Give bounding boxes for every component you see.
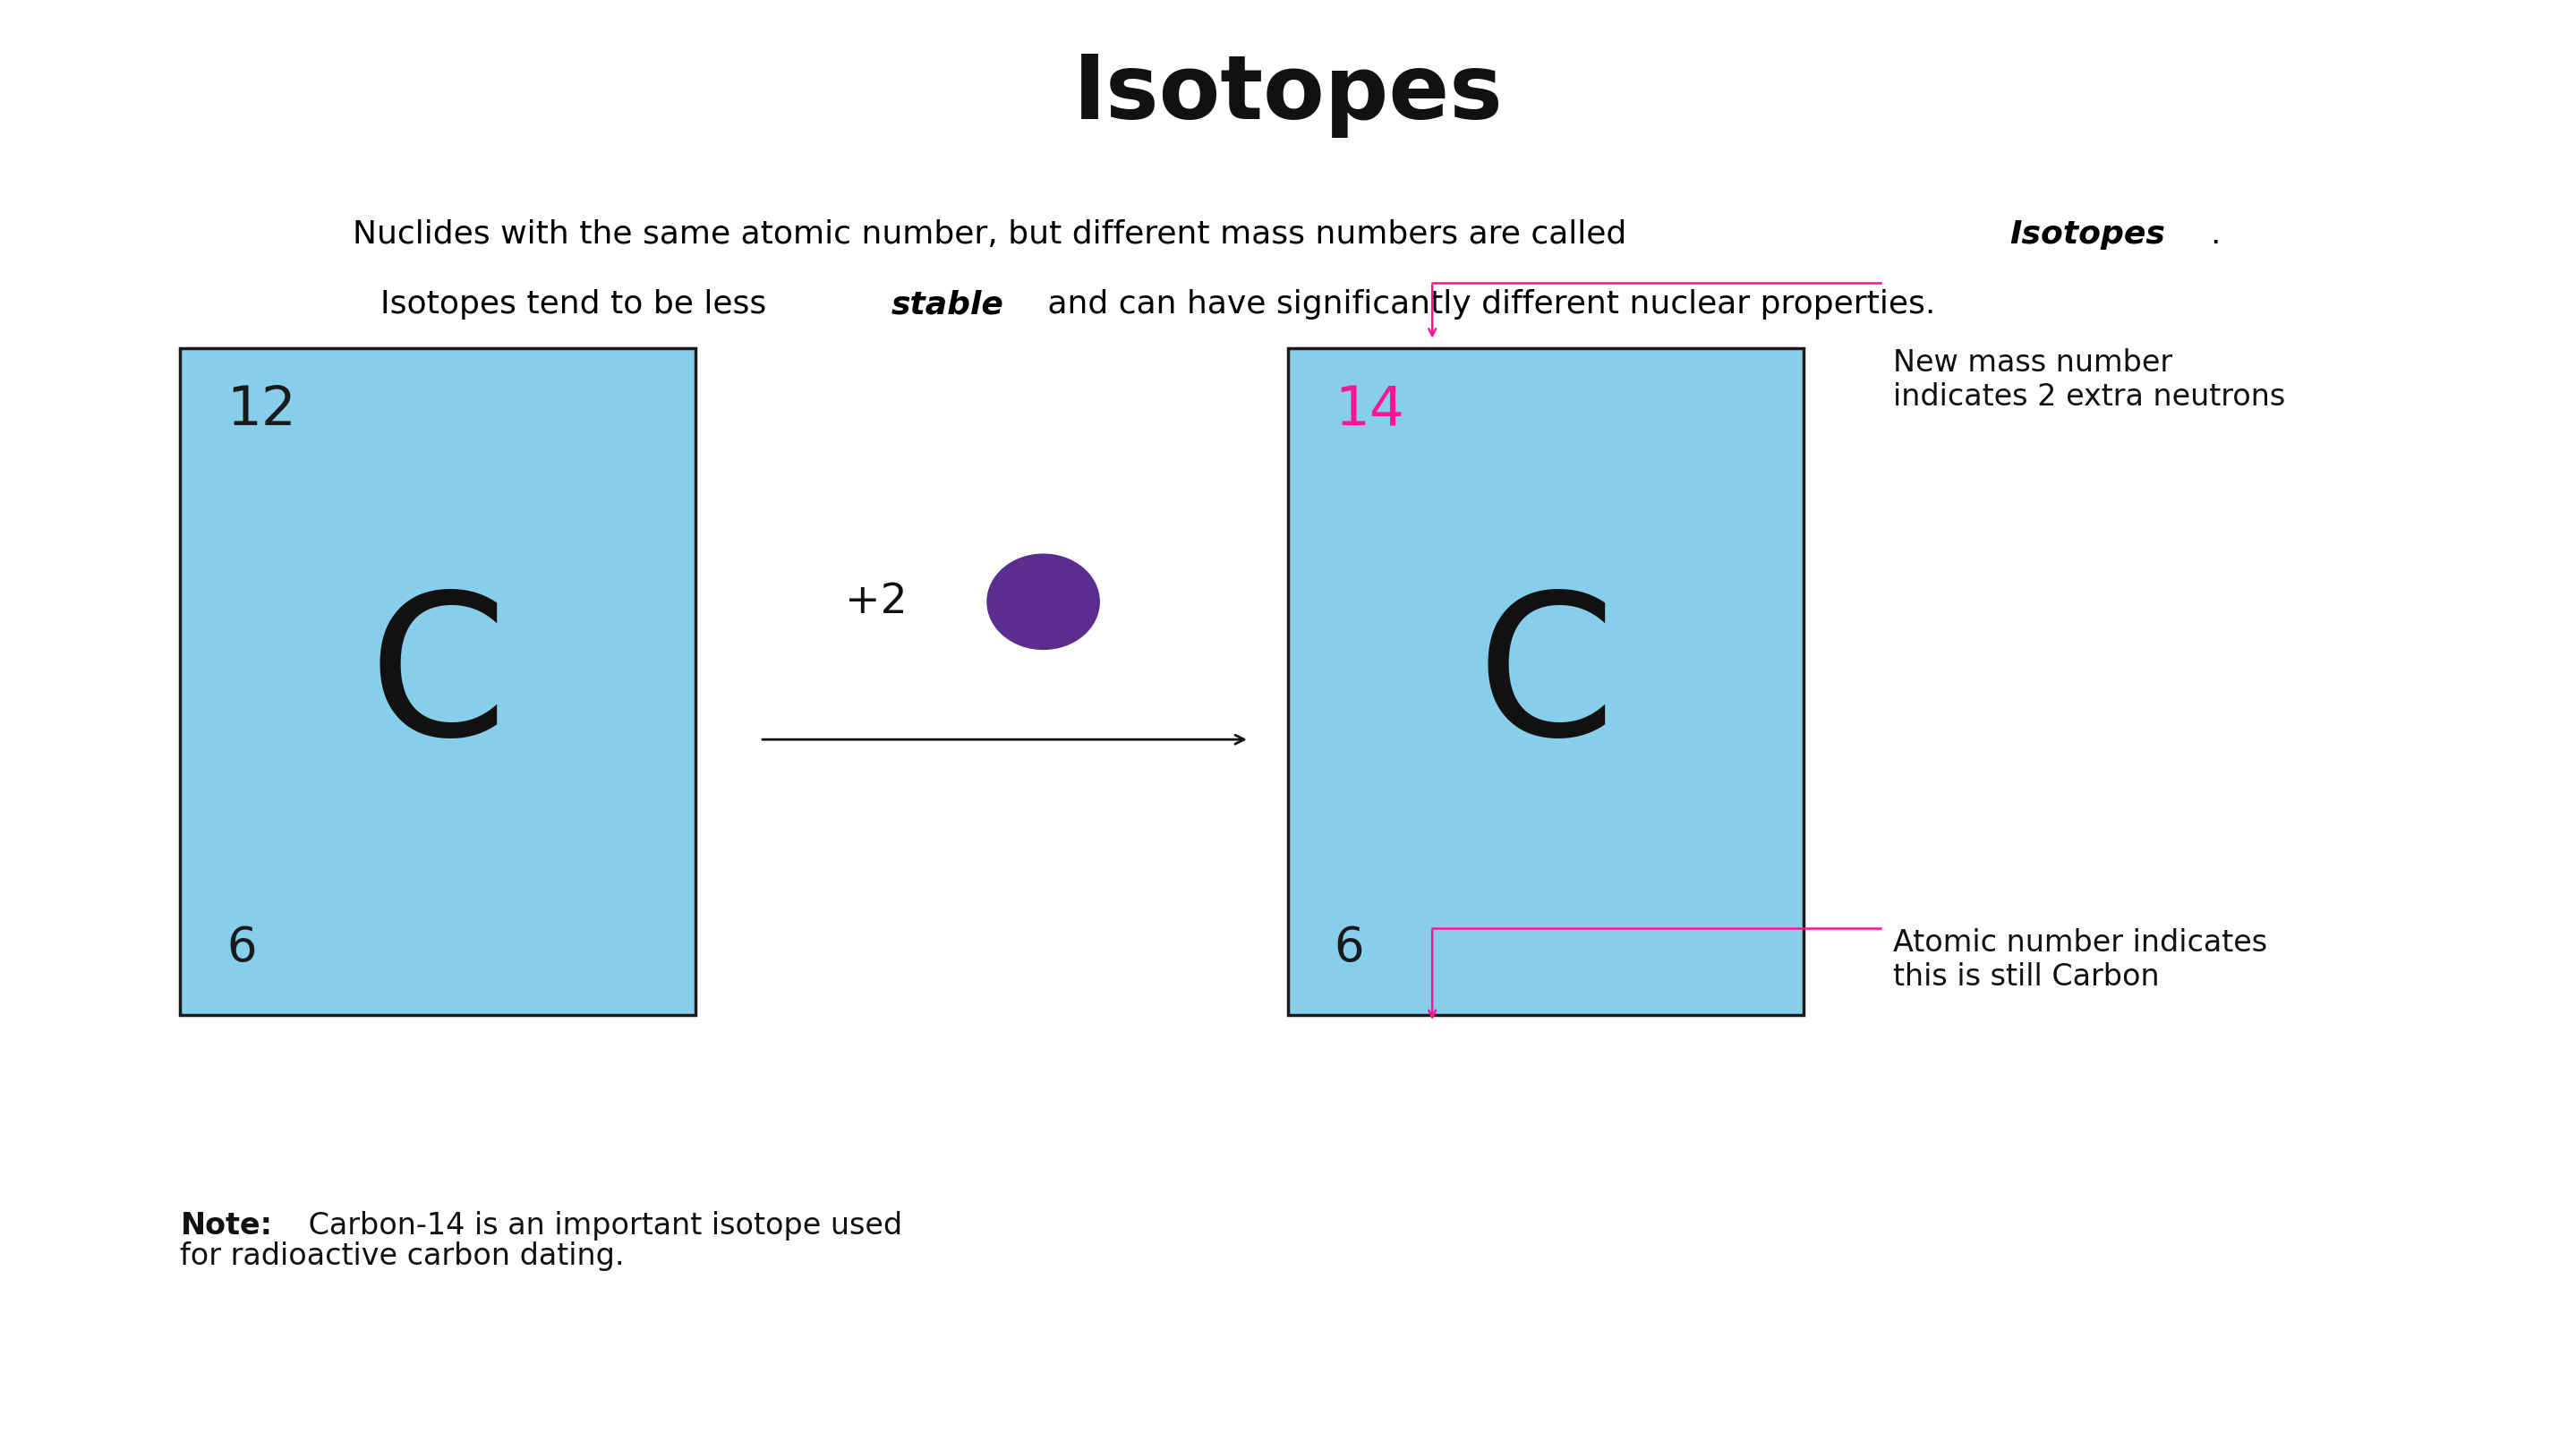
Text: Carbon-14 is an important isotope used: Carbon-14 is an important isotope used	[299, 1211, 902, 1240]
Text: Isotopes: Isotopes	[1072, 51, 1504, 138]
Bar	[180, 348, 696, 1015]
Text: Isotopes tend to be less: Isotopes tend to be less	[381, 290, 775, 319]
Text: stable: stable	[891, 290, 1005, 319]
Text: 14: 14	[1334, 384, 1404, 436]
Text: C: C	[1476, 586, 1615, 777]
Text: Atomic number indicates
this is still Carbon: Atomic number indicates this is still Ca…	[1893, 928, 2267, 992]
Text: 6: 6	[227, 925, 258, 972]
Text: .: .	[2210, 220, 2221, 249]
Text: 6: 6	[1334, 925, 1365, 972]
Text: Isotopes: Isotopes	[2009, 220, 2164, 249]
Text: 12: 12	[227, 384, 296, 436]
Text: +2: +2	[845, 581, 907, 622]
Ellipse shape	[987, 554, 1100, 650]
Bar	[1288, 348, 1803, 1015]
Text: C: C	[368, 586, 507, 777]
Text: Note:: Note:	[180, 1211, 273, 1240]
Text: for radioactive carbon dating.: for radioactive carbon dating.	[180, 1241, 626, 1272]
Text: and can have significantly different nuclear properties.: and can have significantly different nuc…	[1038, 290, 1935, 319]
Text: Nuclides with the same atomic number, but different mass numbers are called: Nuclides with the same atomic number, bu…	[353, 220, 1636, 249]
Text: New mass number
indicates 2 extra neutrons: New mass number indicates 2 extra neutro…	[1893, 348, 2285, 412]
